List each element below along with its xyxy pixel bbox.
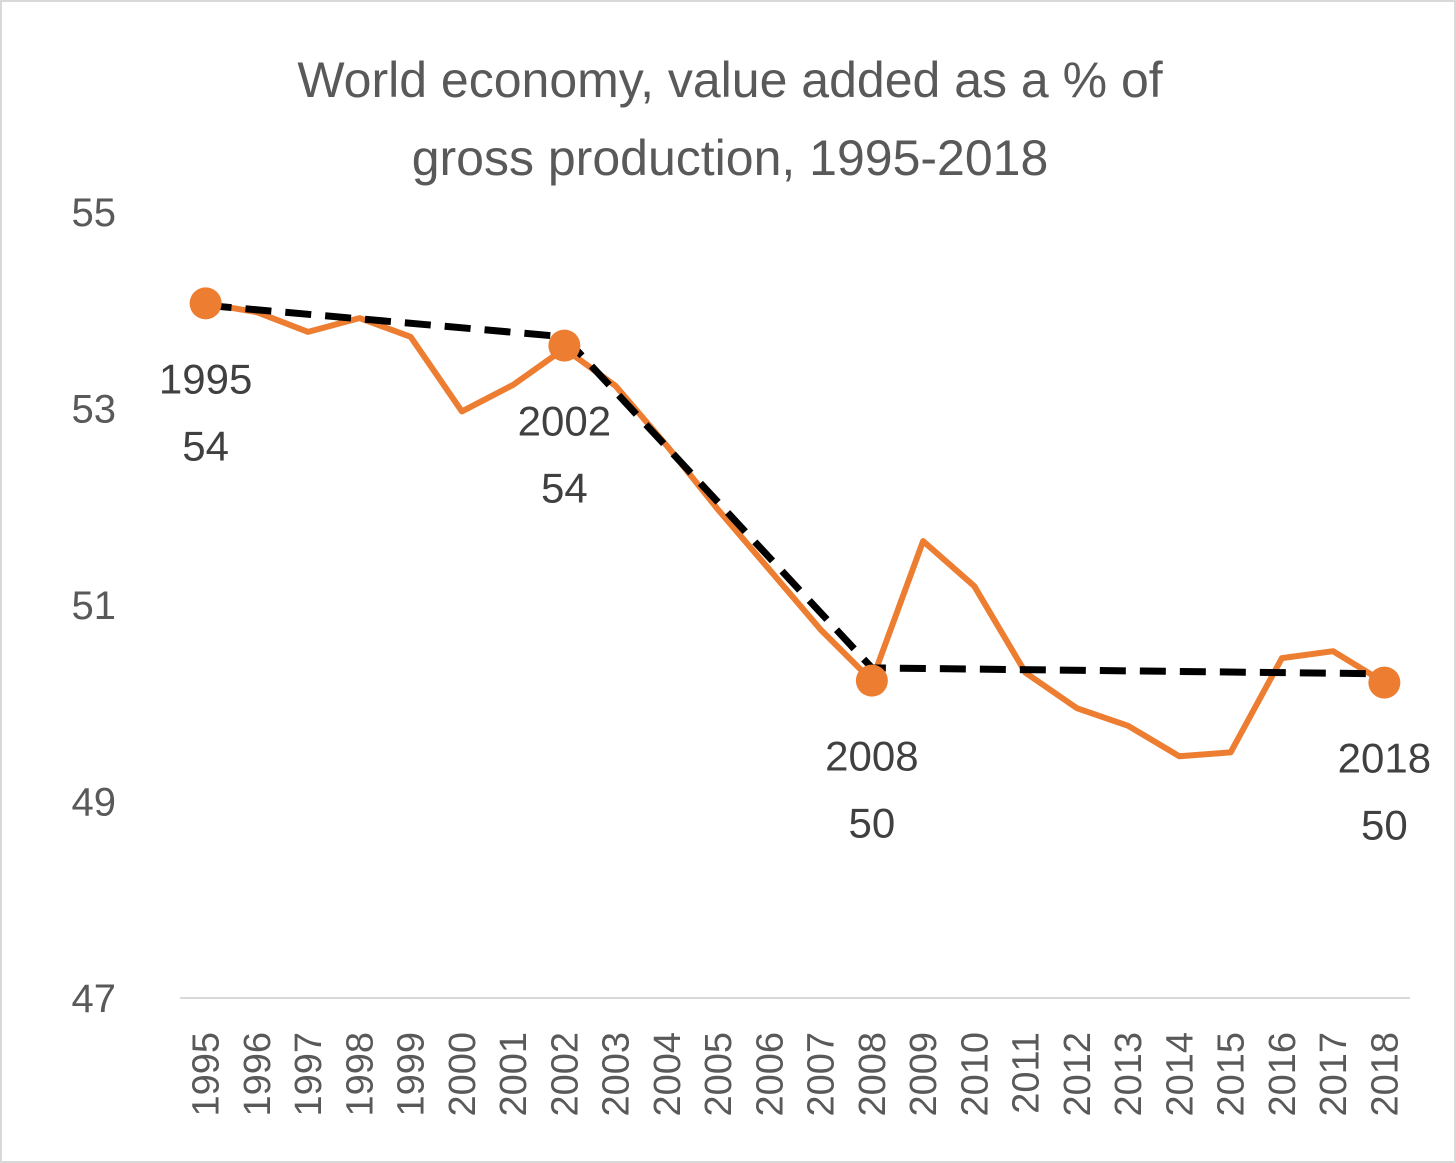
x-tick-label: 2004: [647, 1032, 689, 1117]
chart-title-line-1: World economy, value added as a % of: [297, 52, 1162, 108]
x-tick-label: 2001: [493, 1032, 535, 1117]
x-tick-label: 2010: [954, 1032, 996, 1117]
data-label-year: 2018: [1338, 735, 1431, 782]
y-tick-label: 49: [72, 781, 117, 825]
x-tick-label: 2018: [1364, 1032, 1406, 1117]
x-tick-label: 2002: [544, 1032, 586, 1117]
y-tick-label: 55: [72, 191, 117, 235]
x-axis: 1995 1996 1997 1998 1999 2000 2001 2002 2003 2004…: [186, 1032, 1407, 1117]
x-tick-label: 2000: [442, 1032, 484, 1117]
data-label-value: 50: [1361, 802, 1408, 849]
series-line-value-added: [202, 300, 1388, 760]
x-tick-label: 2005: [698, 1032, 740, 1117]
highlight-marker-1995: [189, 287, 222, 320]
series-line-trend: [205, 301, 1385, 678]
x-tick-label: 1996: [237, 1032, 279, 1117]
highlight-marker-2008: [855, 664, 888, 697]
x-tick-label: 2014: [1159, 1032, 1201, 1117]
plot-area: 1995 54 2002 54 2008 50 2018 50: [159, 287, 1431, 849]
x-tick-label: 2016: [1262, 1032, 1304, 1117]
x-tick-label: 2017: [1313, 1032, 1355, 1117]
y-tick-label: 47: [72, 977, 117, 1021]
x-tick-label: 2015: [1211, 1032, 1253, 1117]
data-label-value: 54: [182, 422, 229, 469]
y-tick-label: 53: [72, 388, 117, 432]
y-tick-label: 51: [72, 584, 117, 628]
x-tick-label: 1998: [339, 1032, 381, 1117]
x-tick-label: 2011: [1006, 1032, 1048, 1114]
data-label-year: 2002: [518, 398, 611, 445]
x-tick-label: 2006: [749, 1032, 791, 1117]
x-tick-label: 2013: [1108, 1032, 1150, 1117]
data-label-value: 54: [541, 465, 588, 512]
y-axis: 47 49 51 53 55: [72, 191, 117, 1021]
x-tick-label: 2003: [596, 1032, 638, 1117]
x-tick-label: 2009: [903, 1032, 945, 1117]
x-tick-label: 2007: [801, 1032, 843, 1117]
highlight-marker-2002: [548, 329, 581, 362]
x-tick-label: 1999: [391, 1032, 433, 1117]
data-label-year: 2008: [825, 733, 918, 780]
data-label-year: 1995: [159, 355, 252, 402]
x-tick-label: 1995: [186, 1032, 228, 1117]
data-label-value: 50: [849, 800, 896, 847]
chart-title-line-2: gross production, 1995-2018: [412, 130, 1049, 186]
x-tick-label: 1997: [288, 1032, 330, 1117]
x-tick-label: 2008: [852, 1032, 894, 1117]
x-tick-label: 2012: [1057, 1032, 1099, 1117]
highlight-marker-2018: [1368, 666, 1401, 699]
